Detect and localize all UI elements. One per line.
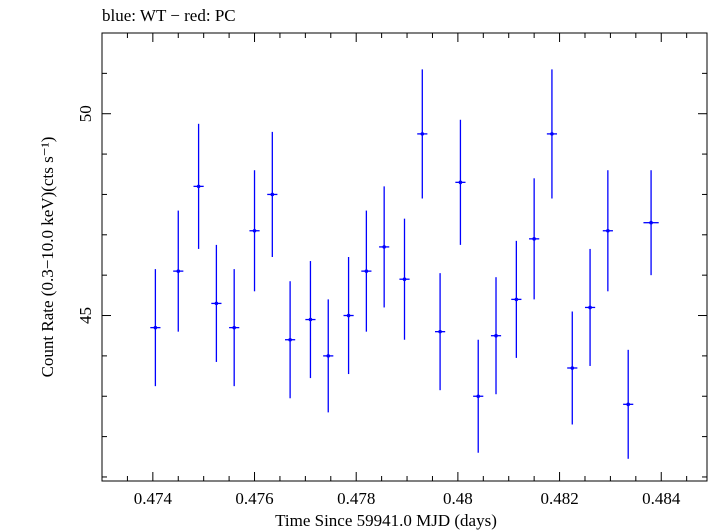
data-point: [511, 240, 522, 358]
data-marker: [346, 313, 351, 318]
data-marker: [214, 301, 219, 306]
data-point: [249, 170, 260, 292]
x-tick-label: 0.48: [443, 489, 473, 508]
data-point: [343, 257, 354, 375]
data-point: [567, 311, 578, 425]
x-tick-label: 0.482: [540, 489, 578, 508]
x-tick-label: 0.478: [337, 489, 375, 508]
y-tick-label: 50: [76, 105, 95, 122]
data-point: [399, 218, 410, 340]
data-marker: [232, 325, 236, 330]
data-marker: [270, 192, 275, 197]
data-point: [285, 281, 296, 399]
data-marker: [326, 354, 331, 358]
data-series: [150, 69, 659, 459]
data-marker: [308, 317, 313, 322]
x-axis-label: Time Since 59941.0 MJD (days): [275, 511, 497, 530]
data-point: [473, 339, 484, 453]
data-marker: [153, 325, 158, 330]
x-tick-label: 0.476: [235, 489, 273, 508]
data-marker: [550, 132, 554, 136]
data-marker: [176, 269, 181, 273]
data-point: [455, 119, 466, 245]
data-point: [305, 261, 316, 379]
data-point: [435, 273, 446, 391]
data-marker: [570, 366, 575, 370]
data-marker: [438, 329, 442, 334]
data-marker: [532, 237, 536, 241]
data-point: [490, 277, 502, 395]
data-marker: [606, 228, 610, 233]
data-marker: [494, 333, 498, 338]
data-point: [323, 299, 334, 413]
data-point: [193, 123, 204, 249]
y-axis-ticks: 45 50: [76, 32, 707, 478]
data-point: [379, 186, 390, 308]
data-point: [417, 69, 428, 199]
data-point: [623, 349, 634, 459]
data-marker: [588, 305, 592, 310]
y-tick-label: 45: [76, 307, 95, 324]
data-point: [529, 178, 540, 300]
plot-frame: [101, 32, 708, 482]
data-point: [267, 131, 278, 257]
header-text: blue: WT − red: PC: [102, 6, 236, 25]
data-marker: [402, 277, 407, 281]
data-point: [546, 69, 558, 199]
data-marker: [364, 269, 369, 273]
y-axis-label: Count Rate (0.3−10.0 keV)(cts s⁻¹): [38, 137, 57, 378]
data-marker: [252, 228, 257, 233]
x-tick-label: 0.484: [642, 489, 681, 508]
data-point: [643, 170, 659, 276]
data-point: [602, 170, 613, 292]
x-tick-label: 0.474: [134, 489, 173, 508]
data-marker: [288, 337, 292, 342]
data-point: [584, 248, 596, 366]
data-point: [361, 210, 372, 332]
data-point: [211, 244, 222, 362]
data-marker: [626, 402, 630, 407]
data-marker: [382, 245, 386, 249]
data-marker: [420, 132, 425, 136]
data-marker: [196, 184, 201, 189]
data-marker: [476, 394, 481, 399]
data-point: [150, 269, 161, 387]
data-marker: [458, 180, 463, 185]
data-marker: [514, 297, 519, 302]
data-point: [229, 269, 240, 387]
x-axis-ticks: 0.474 0.476 0.478 0.48 0.482 0.484: [101, 33, 688, 508]
data-marker: [649, 220, 653, 225]
data-point: [173, 210, 184, 332]
